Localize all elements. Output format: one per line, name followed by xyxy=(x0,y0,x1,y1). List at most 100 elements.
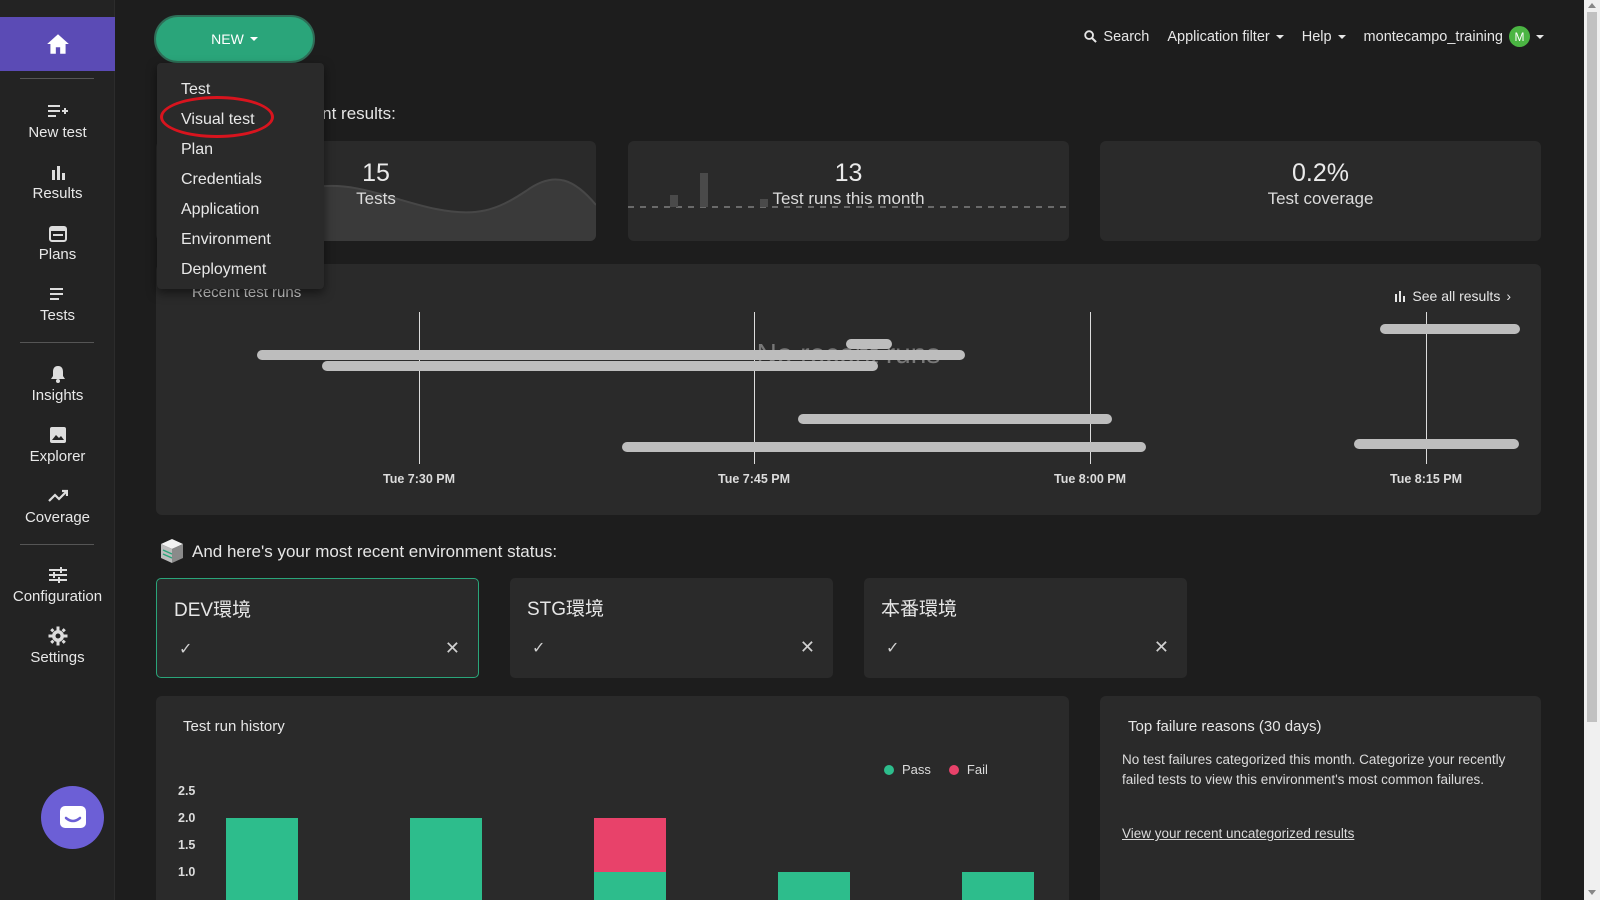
close-icon[interactable]: ✕ xyxy=(799,637,815,657)
stat-label: Tests xyxy=(356,189,396,208)
caret-down-icon xyxy=(1275,34,1284,39)
close-icon[interactable]: ✕ xyxy=(444,638,460,658)
failure-reasons-panel: Top failure reasons (30 days) No test fa… xyxy=(1100,696,1541,900)
y-tick-label: 1.0 xyxy=(178,865,196,879)
sidebar-item-plans[interactable]: Plans xyxy=(0,222,115,263)
sidebar-item-label: Tests xyxy=(39,307,75,324)
sidebar-item-new-test[interactable]: New test xyxy=(0,100,115,141)
new-button-label: NEW xyxy=(211,31,244,47)
sidebar-item-label: Results xyxy=(32,185,83,202)
history-bar-pass xyxy=(410,818,482,900)
timeline-gridline xyxy=(1090,312,1091,464)
env-card-prod[interactable]: 本番環境 ✓ ✕ xyxy=(864,578,1187,678)
menu-item-test[interactable]: Test xyxy=(181,81,211,98)
timeline-gridline xyxy=(754,312,755,464)
uncategorized-results-link[interactable]: View your recent uncategorized results xyxy=(1122,826,1355,841)
sidebar-item-tests[interactable]: Tests xyxy=(0,283,115,324)
sidebar-item-settings[interactable]: Settings xyxy=(0,625,115,666)
sidebar-item-label: Explorer xyxy=(29,448,86,465)
sidebar: New test Results Plans Tests Insights Ex… xyxy=(0,0,115,900)
env-card-stg[interactable]: STG環境 ✓ ✕ xyxy=(510,578,833,678)
menu-item-visual-test[interactable]: Visual test xyxy=(181,111,255,128)
trend-icon xyxy=(47,485,68,507)
chat-launcher-button[interactable] xyxy=(41,786,104,849)
menu-item-plan[interactable]: Plan xyxy=(181,141,214,158)
env-card-dev[interactable]: DEV環境 ✓ ✕ xyxy=(156,578,479,678)
sparkline-graphic xyxy=(628,173,1069,208)
y-tick-label: 1.5 xyxy=(178,838,196,852)
application-filter-dropdown[interactable]: Application filter xyxy=(1167,28,1284,45)
legend-item-fail: Fail xyxy=(948,762,988,777)
home-icon xyxy=(46,34,69,54)
menu-item-deployment[interactable]: Deployment xyxy=(181,261,267,278)
sidebar-divider xyxy=(20,78,94,79)
history-bar-pass xyxy=(962,872,1034,900)
menu-item-credentials[interactable]: Credentials xyxy=(181,171,262,188)
scroll-up-icon[interactable] xyxy=(1588,3,1596,8)
sidebar-item-configuration[interactable]: Configuration xyxy=(0,564,115,605)
failure-reasons-title: Top failure reasons (30 days) xyxy=(1128,718,1322,735)
avatar: M xyxy=(1509,26,1530,47)
env-status-heading: And here's your most recent environment … xyxy=(192,542,558,561)
history-bar-fail xyxy=(594,818,666,872)
new-button[interactable]: NEW xyxy=(154,15,315,63)
search-icon xyxy=(1084,30,1098,43)
check-icon: ✓ xyxy=(179,641,193,658)
home-button[interactable] xyxy=(0,17,115,71)
legend-item-pass: Pass xyxy=(884,762,931,777)
search-link[interactable]: Search xyxy=(1084,29,1149,45)
sidebar-item-label: Plans xyxy=(38,246,77,263)
bar-chart-icon xyxy=(1395,291,1406,302)
scroll-down-icon[interactable] xyxy=(1588,890,1596,895)
user-menu[interactable]: montecampo_training M xyxy=(1364,26,1544,47)
failure-reasons-text: No test failures categorized this month.… xyxy=(1122,752,1506,787)
legend-dot xyxy=(884,765,894,775)
application-filter-label: Application filter xyxy=(1167,28,1270,45)
run-bar xyxy=(846,339,892,349)
bell-icon xyxy=(50,363,66,385)
stat-label: Test runs this month xyxy=(772,189,925,208)
username: montecampo_training xyxy=(1363,28,1503,45)
recent-runs-panel: Recent test runs See all results › No re… xyxy=(156,264,1541,515)
new-test-icon xyxy=(47,100,68,122)
new-dropdown-menu: Test Visual test Plan Credentials Applic… xyxy=(157,63,324,289)
sidebar-item-coverage[interactable]: Coverage xyxy=(0,485,115,526)
history-bar-pass xyxy=(226,818,298,900)
top-nav: Search Application filter Help montecamp… xyxy=(1084,26,1544,47)
chat-icon xyxy=(59,805,86,828)
menu-item-environment[interactable]: Environment xyxy=(181,231,271,248)
vertical-scrollbar[interactable] xyxy=(1584,0,1600,900)
chart-legend: Pass Fail xyxy=(884,762,988,777)
run-bar xyxy=(322,361,878,371)
legend-label: Pass xyxy=(902,762,931,777)
scrollbar-thumb[interactable] xyxy=(1587,12,1597,722)
sidebar-item-insights[interactable]: Insights xyxy=(0,363,115,404)
check-icon: ✓ xyxy=(532,640,546,657)
test-run-history-panel: Test run history Pass Fail 2.5 2.0 1.5 1… xyxy=(156,696,1069,900)
history-bar-pass xyxy=(778,872,850,900)
legend-dot xyxy=(948,765,959,775)
help-label: Help xyxy=(1301,28,1332,45)
sidebar-item-results[interactable]: Results xyxy=(0,161,115,202)
sidebar-divider xyxy=(20,342,94,343)
close-icon[interactable]: ✕ xyxy=(1153,637,1169,657)
list-icon xyxy=(49,283,66,305)
timeline-gridline xyxy=(419,312,420,464)
chevron-right-icon: › xyxy=(1506,288,1511,304)
sidebar-item-label: Configuration xyxy=(12,588,103,605)
run-bar xyxy=(622,442,1146,452)
history-bar-pass xyxy=(594,872,666,900)
timeline-gridline xyxy=(1426,312,1427,464)
env-name: DEV環境 xyxy=(174,600,252,621)
sidebar-item-explorer[interactable]: Explorer xyxy=(0,424,115,465)
history-title: Test run history xyxy=(183,718,285,735)
check-icon: ✓ xyxy=(886,640,900,657)
env-name: STG環境 xyxy=(527,599,605,620)
calendar-icon xyxy=(48,222,67,244)
help-dropdown[interactable]: Help xyxy=(1302,29,1346,45)
run-bar xyxy=(1380,324,1520,334)
see-all-results-link[interactable]: See all results › xyxy=(1394,288,1511,304)
env-name: 本番環境 xyxy=(881,599,958,620)
menu-item-application[interactable]: Application xyxy=(181,201,260,218)
sidebar-item-label: New test xyxy=(28,124,87,141)
